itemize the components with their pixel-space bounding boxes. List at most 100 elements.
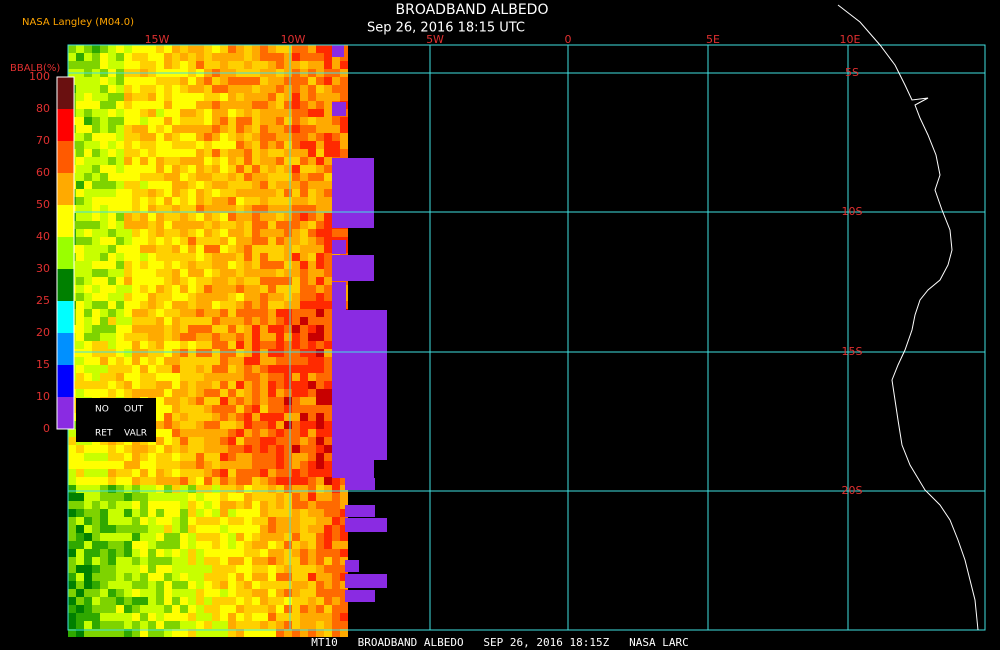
albedo-cell [100, 309, 108, 317]
albedo-cell [308, 229, 316, 237]
albedo-cell [156, 325, 164, 333]
albedo-cell [220, 213, 228, 221]
albedo-cell [124, 93, 132, 101]
albedo-cell [260, 213, 268, 221]
albedo-cell [140, 381, 148, 389]
albedo-cell [196, 253, 204, 261]
albedo-cell [172, 213, 180, 221]
albedo-cell [132, 125, 140, 133]
albedo-cell [180, 301, 188, 309]
colorbar-swatch [57, 205, 74, 237]
albedo-cell [244, 565, 252, 573]
albedo-cell [324, 525, 332, 533]
albedo-cell [196, 541, 204, 549]
albedo-cell [284, 157, 292, 165]
albedo-cell [236, 501, 244, 509]
albedo-cell [132, 341, 140, 349]
albedo-cell [212, 221, 220, 229]
albedo-cell [76, 45, 84, 53]
albedo-cell [340, 485, 348, 493]
albedo-cell [268, 149, 276, 157]
albedo-cell [220, 605, 228, 613]
albedo-cell [308, 517, 316, 525]
albedo-cell [252, 149, 260, 157]
albedo-cell [116, 181, 124, 189]
albedo-cell [84, 157, 92, 165]
albedo-cell [108, 221, 116, 229]
albedo-cell [284, 501, 292, 509]
albedo-cell [324, 533, 332, 541]
albedo-cell [164, 197, 172, 205]
albedo-cell [164, 293, 172, 301]
albedo-cell [164, 277, 172, 285]
albedo-cell [276, 525, 284, 533]
albedo-cell [308, 173, 316, 181]
albedo-cell [316, 189, 324, 197]
albedo-cell [252, 85, 260, 93]
albedo-cell [236, 461, 244, 469]
albedo-cell [140, 93, 148, 101]
albedo-cell [228, 349, 236, 357]
albedo-cell [116, 581, 124, 589]
albedo-cell [76, 469, 84, 477]
albedo-cell [340, 597, 348, 605]
albedo-cell [100, 149, 108, 157]
albedo-cell [276, 333, 284, 341]
albedo-cell [244, 53, 252, 61]
albedo-cell [324, 429, 332, 437]
albedo-cell [132, 373, 140, 381]
albedo-cell [132, 213, 140, 221]
albedo-cell [140, 181, 148, 189]
albedo-cell [220, 77, 228, 85]
albedo-cell [236, 589, 244, 597]
albedo-cell [180, 613, 188, 621]
albedo-cell [116, 325, 124, 333]
albedo-cell [212, 573, 220, 581]
albedo-cell [148, 325, 156, 333]
albedo-cell [308, 309, 316, 317]
albedo-cell [188, 437, 196, 445]
albedo-cell [292, 141, 300, 149]
albedo-cell [108, 597, 116, 605]
albedo-cell [204, 389, 212, 397]
albedo-cell [236, 165, 244, 173]
albedo-cell [228, 141, 236, 149]
albedo-cell [172, 525, 180, 533]
albedo-cell [244, 373, 252, 381]
albedo-cell [68, 477, 76, 485]
albedo-cell [76, 237, 84, 245]
albedo-cell [300, 421, 308, 429]
albedo-cell [156, 621, 164, 629]
albedo-cell [132, 589, 140, 597]
albedo-cell [228, 213, 236, 221]
albedo-cell [316, 413, 324, 421]
colorbar-swatch [57, 333, 74, 365]
albedo-cell [308, 413, 316, 421]
albedo-cell [188, 525, 196, 533]
albedo-cell [172, 509, 180, 517]
albedo-cell [140, 501, 148, 509]
colorbar-label: 50 [36, 198, 50, 211]
albedo-cell [108, 61, 116, 69]
albedo-cell [300, 589, 308, 597]
albedo-cell [76, 509, 84, 517]
albedo-cell [148, 133, 156, 141]
albedo-cell [84, 253, 92, 261]
albedo-cell [68, 621, 76, 629]
albedo-cell [76, 213, 84, 221]
albedo-cell [276, 149, 284, 157]
albedo-cell [268, 165, 276, 173]
albedo-cell [140, 533, 148, 541]
albedo-cell [124, 533, 132, 541]
albedo-cell [292, 157, 300, 165]
albedo-cell [140, 317, 148, 325]
albedo-cell [276, 453, 284, 461]
albedo-cell [300, 253, 308, 261]
albedo-cell [324, 413, 332, 421]
albedo-cell [260, 373, 268, 381]
albedo-cell [92, 173, 100, 181]
albedo-cell [236, 133, 244, 141]
albedo-cell [292, 477, 300, 485]
albedo-cell [116, 365, 124, 373]
albedo-cell [140, 125, 148, 133]
